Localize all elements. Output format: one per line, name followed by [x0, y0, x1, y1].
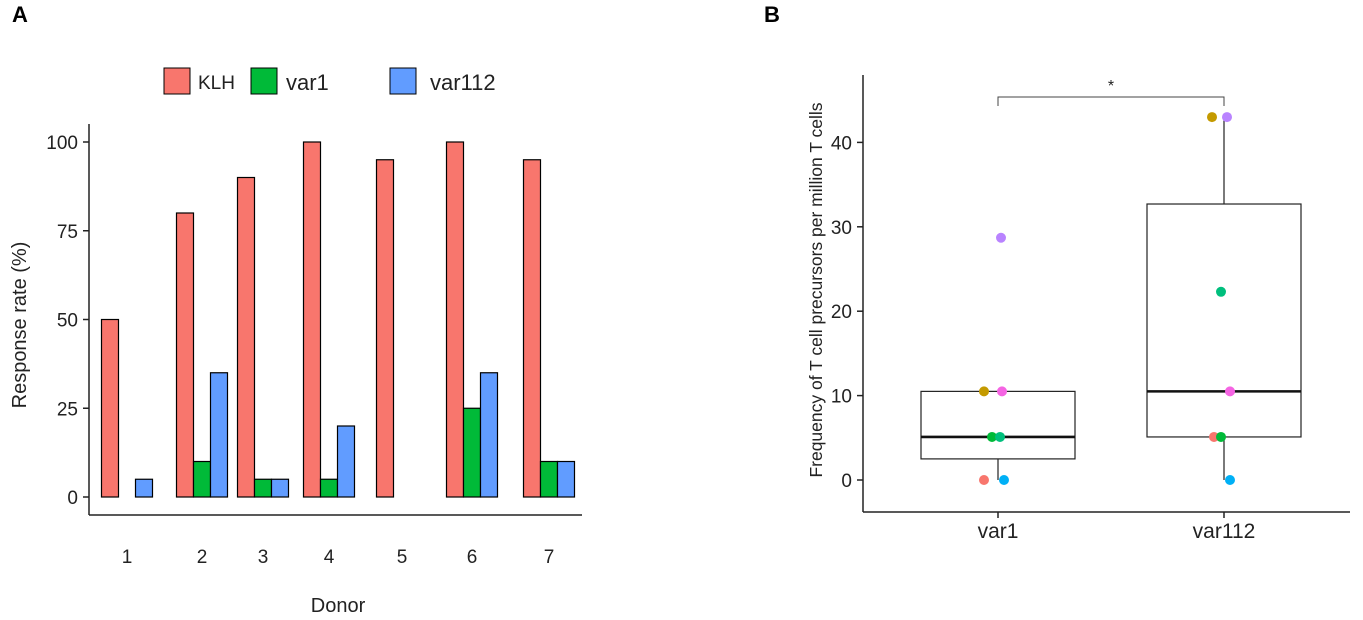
bar-klh-donor-6	[445, 141, 465, 498]
bar-var1-donor-4	[319, 478, 339, 498]
data-point-var1	[999, 475, 1009, 485]
x-tick-label: 3	[258, 547, 269, 568]
y-ticks: 0 25 50 75 100	[46, 133, 89, 509]
bar-var1-donor-6	[462, 407, 482, 498]
x-tick-label: 5	[397, 547, 408, 568]
box-var112	[1146, 117, 1302, 480]
significance-bracket-line	[997, 96, 1225, 106]
x-tick-label: 4	[324, 547, 335, 568]
boxes	[920, 117, 1302, 480]
box-iqr	[920, 390, 1076, 460]
bars	[100, 141, 576, 498]
y-tick-label: 75	[57, 222, 78, 243]
bar-var112-donor-2	[209, 372, 229, 498]
significance-label: *	[1108, 78, 1114, 95]
bar-klh-donor-7	[522, 159, 542, 498]
legend-swatch-var1	[250, 67, 278, 95]
bar-var112-donor-6	[479, 372, 499, 498]
y-tick-label: 40	[831, 133, 852, 154]
legend: KLH var1 var112	[163, 67, 496, 95]
y-tick-label: 30	[831, 218, 852, 239]
legend-label-klh: KLH	[198, 73, 235, 94]
y-tick-label: 25	[57, 399, 78, 420]
box-iqr	[1146, 203, 1302, 438]
bar-klh-donor-1	[100, 318, 120, 498]
data-point-var112	[1225, 475, 1235, 485]
data-point-var1	[979, 475, 989, 485]
y-tick-label: 20	[831, 302, 852, 323]
bar-var112-donor-3	[270, 478, 290, 498]
bar-var112-donor-1	[134, 478, 154, 498]
data-point-var1	[979, 386, 989, 397]
data-point-var1	[996, 232, 1006, 243]
legend-label-var1: var1	[286, 70, 329, 95]
x-tick-label: var112	[1193, 520, 1256, 543]
panel-label-b: B	[764, 2, 780, 27]
data-point-var1	[987, 431, 997, 442]
box-var1	[920, 390, 1076, 480]
bar-var112-donor-4	[336, 425, 356, 498]
data-point-var112	[1209, 431, 1219, 442]
bar-var112-donor-7	[556, 460, 576, 498]
x-ticks: var1 var112	[978, 512, 1256, 543]
panel-b-box-plot: 0 10 20 30 40 * var1 var112 Frequency of T ce…	[806, 75, 1350, 543]
data-point-var112	[1216, 431, 1226, 442]
data-point-var112	[1225, 386, 1235, 397]
data-point-var112	[1216, 286, 1226, 297]
data-point-var112	[1207, 112, 1217, 123]
significance-bracket: *	[997, 78, 1225, 106]
points	[979, 112, 1235, 485]
data-point-var1	[995, 431, 1005, 442]
y-axis-title: Response rate (%)	[9, 242, 31, 409]
y-tick-label: 0	[841, 471, 852, 492]
y-tick-label: 50	[57, 311, 78, 332]
legend-swatch-klh	[163, 67, 191, 95]
y-axis-title: Frequency of T cell precursors per milli…	[806, 102, 826, 477]
legend-swatch-var112	[389, 67, 417, 95]
panel-label-a: A	[12, 2, 28, 27]
bar-var1-donor-3	[253, 478, 273, 498]
bar-klh-donor-3	[236, 176, 256, 498]
bar-var1-donor-7	[539, 460, 559, 498]
y-tick-label: 10	[831, 387, 852, 408]
x-tick-label: var1	[978, 520, 1019, 543]
y-tick-label: 100	[46, 133, 78, 154]
x-tick-label: 6	[467, 547, 478, 568]
data-point-var1	[997, 386, 1007, 397]
bar-klh-donor-5	[375, 159, 395, 498]
x-tick-label: 1	[122, 547, 133, 568]
y-tick-label: 0	[67, 488, 78, 509]
y-ticks: 0 10 20 30 40	[831, 133, 863, 492]
data-point-var112	[1222, 112, 1232, 123]
x-ticks: 1 2 3 4 5 6 7	[122, 547, 555, 568]
x-tick-label: 2	[197, 547, 208, 568]
bar-klh-donor-4	[302, 141, 322, 498]
legend-label-var112: var112	[430, 70, 496, 95]
panel-a-bar-chart: KLH var1 var112 0 25 50 75 100 1 2 3 4 5 6 7 Respo…	[9, 67, 582, 617]
bar-klh-donor-2	[175, 212, 195, 498]
x-axis-title: Donor	[311, 595, 366, 617]
x-tick-label: 7	[544, 547, 555, 568]
bar-var1-donor-2	[192, 460, 212, 498]
